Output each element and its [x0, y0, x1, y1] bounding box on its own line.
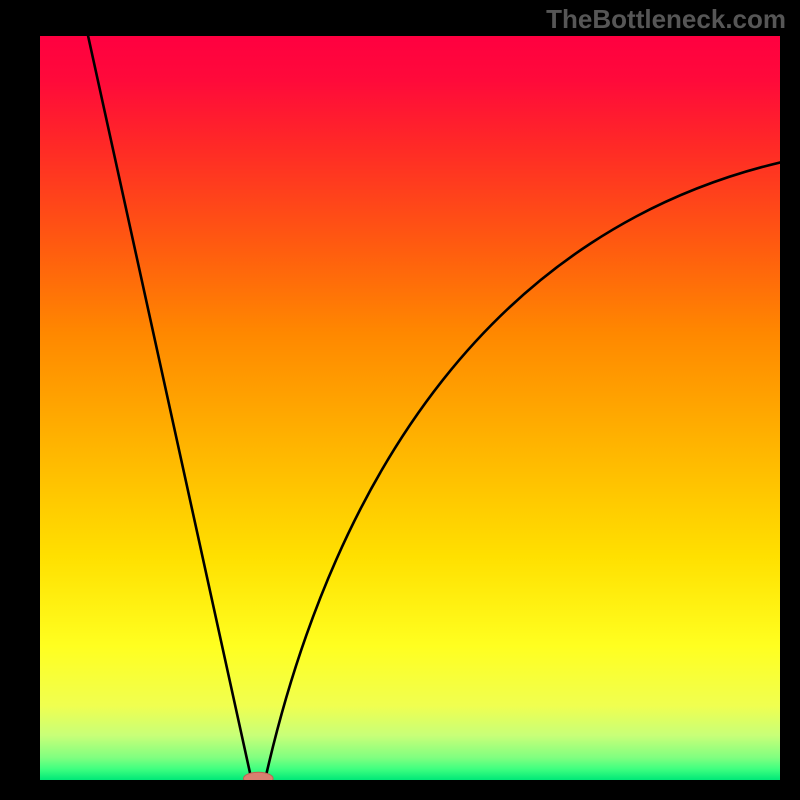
plot-area — [40, 36, 780, 780]
watermark-text: TheBottleneck.com — [546, 4, 786, 35]
chart-svg — [40, 36, 780, 780]
gradient-background — [40, 36, 780, 780]
chart-frame: TheBottleneck.com — [0, 0, 800, 800]
